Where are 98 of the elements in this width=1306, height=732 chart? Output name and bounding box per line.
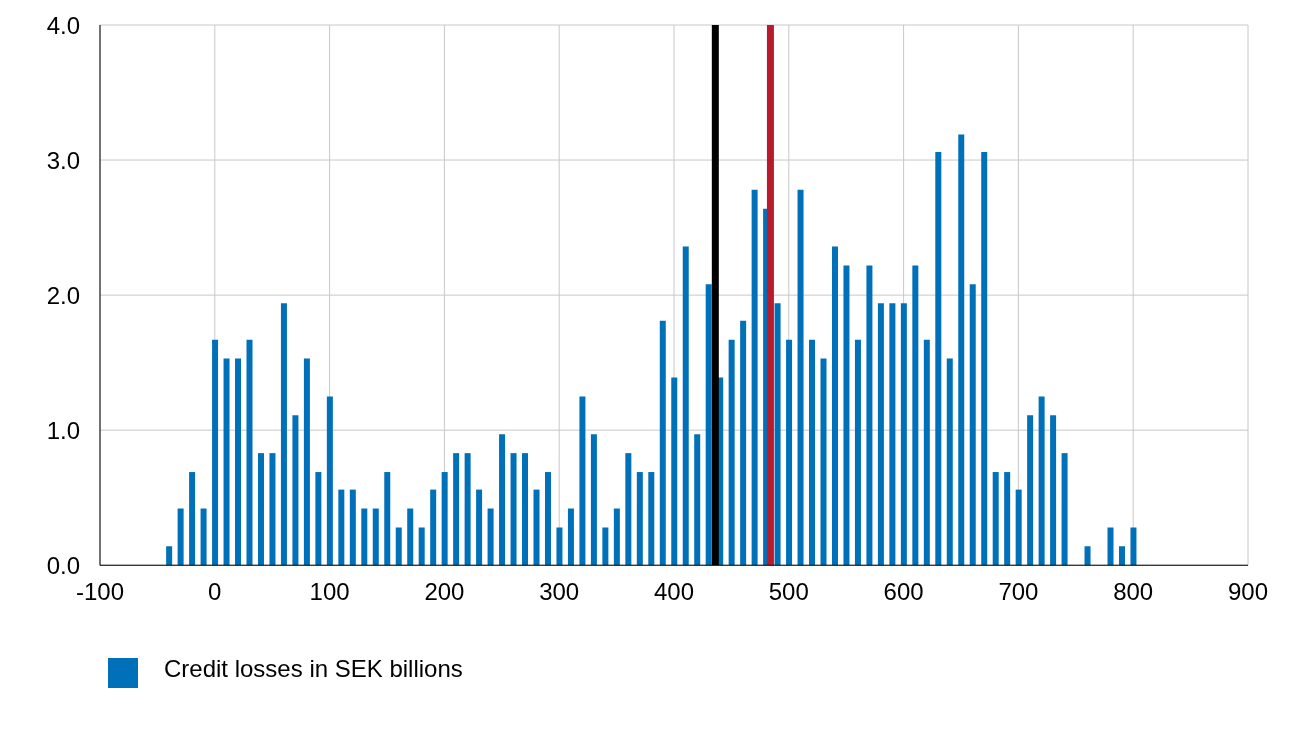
- bar: [648, 472, 655, 566]
- bar: [923, 339, 930, 566]
- bar: [866, 265, 873, 566]
- bar: [969, 284, 976, 566]
- y-tick-label: 1.0: [46, 416, 80, 444]
- x-tick-label: 500: [768, 578, 809, 606]
- bar: [774, 303, 781, 566]
- bar: [487, 508, 494, 566]
- bar: [212, 339, 219, 566]
- bar: [280, 303, 287, 566]
- bar: [430, 489, 437, 566]
- bar: [877, 303, 884, 566]
- x-tick-label: 700: [998, 578, 1039, 606]
- bar: [992, 472, 999, 566]
- y-tick-label: 0.0: [46, 551, 80, 579]
- bar: [349, 489, 356, 566]
- bar: [257, 453, 264, 566]
- bar: [946, 358, 953, 566]
- bar: [659, 320, 666, 566]
- legend-label: Credit losses in SEK billions: [164, 655, 463, 683]
- bar: [740, 320, 747, 566]
- bar: [843, 265, 850, 566]
- x-tick-label: 400: [653, 578, 695, 606]
- bar: [981, 151, 988, 566]
- bar: [671, 377, 678, 566]
- bar: [1118, 546, 1125, 566]
- x-tick-label: 300: [539, 578, 580, 606]
- bar: [1004, 472, 1011, 566]
- bar: [1061, 453, 1068, 566]
- bar: [533, 489, 540, 566]
- bar: [556, 527, 563, 566]
- bar: [544, 472, 551, 566]
- bar: [1107, 527, 1114, 566]
- x-tick-label: 900: [1227, 578, 1269, 606]
- bar: [223, 358, 230, 566]
- bar: [590, 434, 597, 566]
- bar: [407, 508, 414, 566]
- bar: [900, 303, 907, 566]
- bar: [384, 472, 391, 566]
- bar: [625, 453, 632, 566]
- bar: [613, 508, 620, 566]
- bar: [200, 508, 207, 566]
- bar: [418, 527, 425, 566]
- bar: [567, 508, 574, 566]
- bar: [303, 358, 310, 566]
- bar: [1027, 415, 1034, 566]
- y-tick-label: 4.0: [46, 11, 80, 39]
- y-tick-label: 2.0: [46, 281, 80, 309]
- bar: [694, 434, 701, 566]
- bar: [751, 189, 758, 566]
- bar: [441, 472, 448, 566]
- bar: [166, 546, 173, 566]
- bar: [809, 339, 816, 566]
- bar: [854, 339, 861, 566]
- x-tick-label: -100: [75, 578, 125, 606]
- bar: [269, 453, 276, 566]
- bar: [395, 527, 402, 566]
- bar: [831, 246, 838, 566]
- bar: [1050, 415, 1057, 566]
- bar: [189, 472, 196, 566]
- bar: [338, 489, 345, 566]
- x-tick-label: 200: [424, 578, 465, 606]
- bar: [372, 508, 379, 566]
- bar: [682, 246, 689, 566]
- bar: [705, 284, 712, 566]
- bar: [1084, 546, 1091, 566]
- bar: [453, 453, 460, 566]
- bar: [786, 339, 793, 566]
- bar: [728, 339, 735, 566]
- y-tick-label: 3.0: [46, 146, 80, 174]
- x-tick-label: 100: [309, 578, 350, 606]
- bar: [177, 508, 184, 566]
- bar: [510, 453, 517, 566]
- bar: [820, 358, 827, 566]
- x-tick-label: 0: [208, 578, 222, 606]
- x-tick-label: 800: [1113, 578, 1154, 606]
- bar: [889, 303, 896, 566]
- bar: [1130, 527, 1137, 566]
- bar: [246, 339, 253, 566]
- bar: [326, 396, 333, 566]
- bar: [361, 508, 368, 566]
- bar: [292, 415, 299, 566]
- bar: [522, 453, 529, 566]
- bar: [912, 265, 919, 566]
- x-tick-label: 600: [883, 578, 924, 606]
- bar: [464, 453, 471, 566]
- bar: [235, 358, 242, 566]
- bar: [476, 489, 483, 566]
- bar: [797, 189, 804, 566]
- bar: [579, 396, 586, 566]
- bar: [1015, 489, 1022, 566]
- bar: [636, 472, 643, 566]
- bar: [602, 527, 609, 566]
- bar: [935, 151, 942, 566]
- bar: [315, 472, 322, 566]
- bar: [958, 134, 965, 566]
- bar: [499, 434, 506, 566]
- bar: [1038, 396, 1045, 566]
